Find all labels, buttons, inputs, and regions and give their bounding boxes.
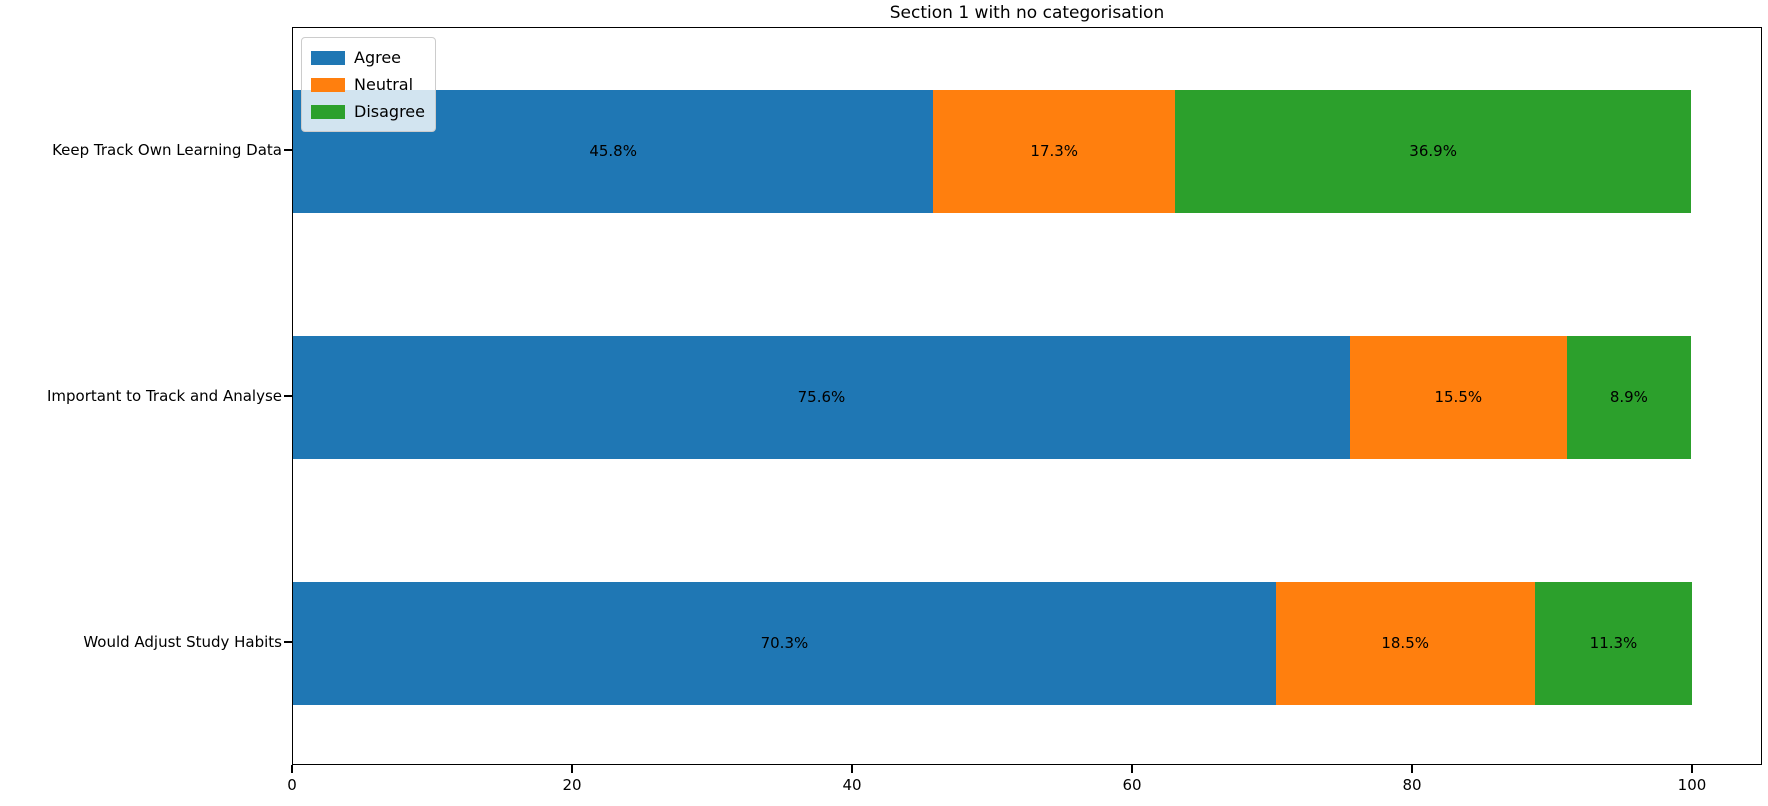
bar-value-label: 17.3% [1030,142,1079,160]
bar-segment: 17.3% [933,89,1176,213]
legend-item-label: Agree [354,48,402,67]
x-tick-label: 80 [1402,776,1422,794]
x-tick-label: 60 [1122,776,1142,794]
legend-swatch-icon [311,77,345,92]
legend-item: Agree [311,44,425,71]
legend-item: Disagree [311,98,425,125]
x-tick-label: 40 [842,776,862,794]
bar-value-label: 8.9% [1609,388,1648,406]
x-tick-mark [1691,765,1693,773]
y-tick-label: Would Adjust Study Habits [83,633,282,651]
x-tick-label: 20 [562,776,582,794]
bar-segment: 18.5% [1275,581,1535,705]
legend: Agree Neutral Disagree [301,37,436,132]
y-tick-label: Keep Track Own Learning Data [52,141,282,159]
x-tick-mark [291,765,293,773]
x-tick-mark [571,765,573,773]
x-tick-mark [1131,765,1133,773]
bar-value-label: 70.3% [760,634,809,652]
y-tick-mark [284,395,292,397]
bar-segment: 75.6% [293,335,1350,459]
bar-value-label: 11.3% [1589,634,1638,652]
y-tick-label: Important to Track and Analyse [46,387,282,405]
x-tick-label: 100 [1677,776,1707,794]
legend-swatch-icon [311,104,345,119]
x-tick-mark [1411,765,1413,773]
bar-segment: 70.3% [293,581,1276,705]
bar-value-label: 75.6% [797,388,846,406]
bar-value-label: 45.8% [589,142,637,160]
bar-segment: 36.9% [1175,89,1692,213]
chart-title: Section 1 with no categorisation [889,3,1165,23]
y-tick-mark [284,641,292,643]
bar-row: 70.3% 18.5% 11.3% [293,581,1761,705]
bar-row: 45.8% 17.3% 36.9% [293,89,1761,213]
bar-value-label: 36.9% [1409,142,1457,160]
legend-swatch-icon [311,50,345,65]
legend-item: Neutral [311,71,425,98]
bar-segment: 8.9% [1566,335,1692,459]
y-tick-mark [284,149,292,151]
legend-item-label: Neutral [354,75,414,94]
bar-value-label: 18.5% [1381,634,1429,652]
bar-row: 75.6% 15.5% 8.9% [293,335,1761,459]
plot-area: Agree Neutral Disagree 45.8% 17.3% 36.9% 75.6… [292,27,1762,765]
bar-segment: 11.3% [1534,581,1693,705]
bar-value-label: 15.5% [1434,388,1483,406]
legend-item-label: Disagree [354,102,425,121]
x-tick-label: 0 [287,776,297,794]
x-tick-mark [851,765,853,773]
bar-segment: 15.5% [1349,335,1567,459]
